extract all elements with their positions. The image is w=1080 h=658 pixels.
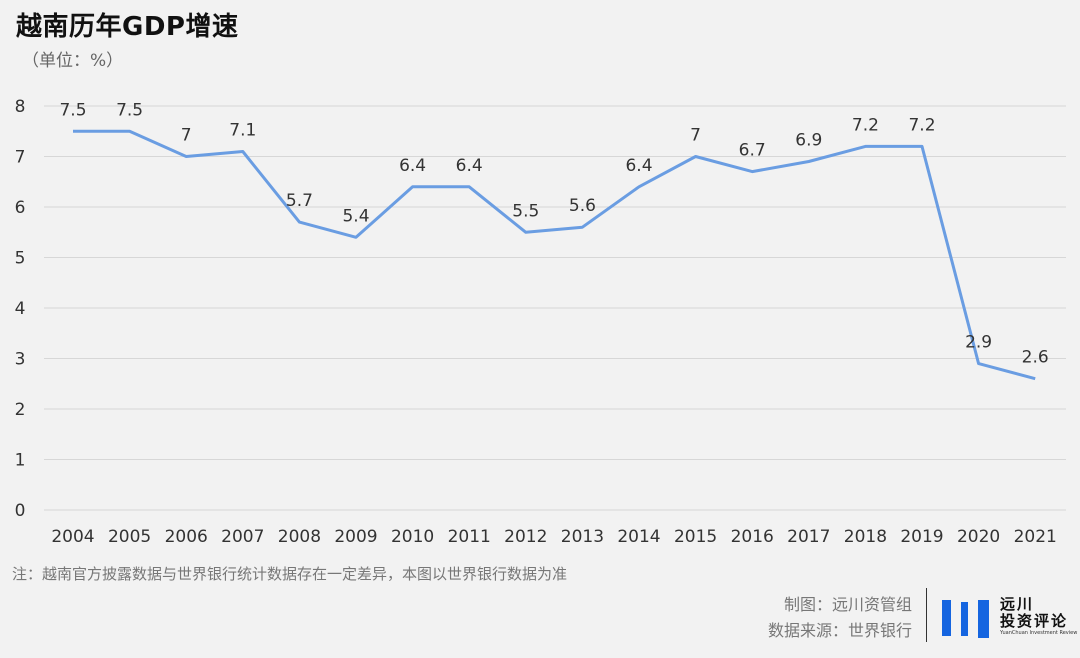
x-tick-label: 2009 <box>334 527 377 547</box>
data-label: 5.7 <box>286 191 313 211</box>
data-label: 5.6 <box>569 196 596 216</box>
logo-mark-icon <box>942 600 989 638</box>
x-tick-label: 2010 <box>391 527 434 547</box>
credits: 制图：远川资管组 数据来源：世界银行 <box>768 592 912 644</box>
y-tick-label: 8 <box>15 97 26 117</box>
data-labels: 7.5 7.5 7 7.1 5.7 5.4 6.4 6.4 5.5 5.6 6.4 7 6.7 6.9 7.… <box>59 100 1048 367</box>
data-label: 7 <box>690 126 701 146</box>
x-tick-label: 2007 <box>221 527 264 547</box>
series-line <box>73 129 1036 381</box>
grid-lines <box>44 105 1066 511</box>
data-label: 2.6 <box>1022 348 1049 368</box>
logo-text: 远川 投资评论 YuanChuan Investment Review <box>1000 596 1077 637</box>
unit-label: （单位：%） <box>22 51 124 71</box>
y-tick-label: 4 <box>15 299 26 319</box>
x-tick-label: 2005 <box>108 527 151 547</box>
x-tick-label: 2004 <box>51 527 94 547</box>
data-label: 5.4 <box>342 206 369 226</box>
data-label: 6.4 <box>456 156 483 176</box>
x-tick-label: 2011 <box>448 527 491 547</box>
x-tick-label: 2021 <box>1014 527 1057 547</box>
data-label: 7.5 <box>116 100 143 120</box>
data-label: 7.2 <box>908 115 935 135</box>
x-tick-label: 2016 <box>731 527 774 547</box>
y-tick-label: 5 <box>15 249 26 269</box>
x-tick-label: 2018 <box>844 527 887 547</box>
x-tick-label: 2012 <box>504 527 547 547</box>
data-label: 7.5 <box>59 100 86 120</box>
data-label: 7 <box>181 126 192 146</box>
x-tick-label: 2017 <box>787 527 830 547</box>
x-tick-label: 2019 <box>900 527 943 547</box>
data-label: 5.5 <box>512 201 539 221</box>
data-label: 6.7 <box>739 141 766 161</box>
x-tick-label: 2008 <box>278 527 321 547</box>
footnote: 注：越南官方披露数据与世界银行统计数据存在一定差异，本图以世界银行数据为准 <box>12 565 568 583</box>
y-tick-label: 7 <box>15 148 26 168</box>
x-tick-label: 2020 <box>957 527 1000 547</box>
x-tick-label: 2013 <box>561 527 604 547</box>
logo-line3: YuanChuan Investment Review <box>1000 630 1078 636</box>
y-axis: 0 1 2 3 4 5 6 7 8 <box>15 97 26 521</box>
y-tick-label: 2 <box>15 400 26 420</box>
y-tick-label: 1 <box>15 451 26 471</box>
data-label: 7.1 <box>229 120 256 140</box>
logo-divider <box>926 588 927 642</box>
data-source: 数据来源：世界银行 <box>767 621 912 640</box>
data-label: 6.4 <box>399 156 426 176</box>
data-label: 6.4 <box>625 156 652 176</box>
chart-maker: 制图：远川资管组 <box>783 595 912 614</box>
data-label: 7.2 <box>852 115 879 135</box>
y-tick-label: 0 <box>15 501 26 521</box>
y-tick-label: 6 <box>15 198 26 218</box>
x-tick-label: 2015 <box>674 527 717 547</box>
y-tick-label: 3 <box>15 350 26 370</box>
x-axis: 2004 2005 2006 2007 2008 2009 2010 2011 2012 2013… <box>51 527 1056 547</box>
x-tick-label: 2006 <box>165 527 208 547</box>
logo-line1: 远川 <box>1000 595 1035 613</box>
chart-title: 越南历年GDP增速 <box>16 12 239 42</box>
x-tick-label: 2014 <box>617 527 660 547</box>
data-label: 6.9 <box>795 131 822 151</box>
logo-line2: 投资评论 <box>1000 612 1069 630</box>
data-label: 2.9 <box>965 333 992 353</box>
